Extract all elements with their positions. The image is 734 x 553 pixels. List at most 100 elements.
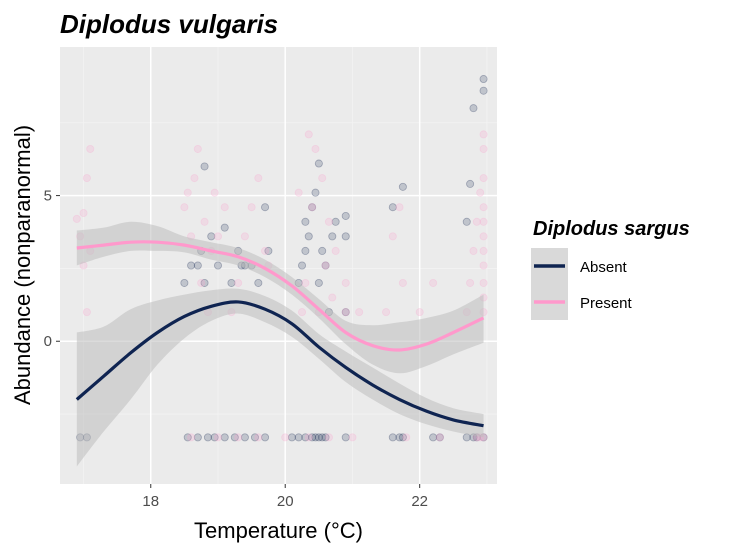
data-point-absent [466,179,475,188]
data-point-present [341,278,350,287]
data-point-absent [308,203,317,212]
data-point-present [190,174,199,183]
chart-title: Diplodus vulgaris [60,9,278,39]
data-point-absent [479,86,488,95]
legend-title: Diplodus sargus [533,218,690,240]
data-point-present [180,203,189,212]
data-point-present [479,217,488,226]
data-point-present [479,278,488,287]
data-point-absent [301,246,310,255]
data-point-absent [254,278,263,287]
data-point-absent [435,433,444,442]
data-point-present [395,203,404,212]
data-point-absent [398,182,407,191]
data-point-present [398,278,407,287]
data-point-present [82,174,91,183]
data-point-present [234,278,243,287]
data-point-present [328,293,337,302]
y-axis-title: Abundance (nonparanormal) [10,125,35,405]
data-point-present [254,174,263,183]
data-point-absent [287,433,296,442]
data-point-present [200,217,209,226]
data-point-absent [240,433,249,442]
data-point-absent [207,232,216,241]
data-point-present [183,188,192,197]
data-point-absent [318,246,327,255]
data-point-absent [311,188,320,197]
data-point-present [311,144,320,153]
data-point-absent [203,433,212,442]
data-point-present [469,246,478,255]
data-point-absent [321,261,330,270]
data-point-present [415,308,424,317]
data-point-absent [301,217,310,226]
data-point-absent [213,261,222,270]
data-point-present [254,433,263,442]
y-axis-ticks: 05 [44,188,60,350]
data-point-absent [398,433,407,442]
y-tick-label: 0 [44,333,52,350]
data-point-present [213,433,222,442]
data-point-present [479,246,488,255]
data-point-absent [311,433,320,442]
data-point-present [82,308,91,317]
data-point-present [479,174,488,183]
data-point-present [193,144,202,153]
data-point-absent [429,433,438,442]
data-point-present [213,232,222,241]
data-point-absent [314,278,323,287]
data-point-present [79,209,88,218]
data-point-present [247,203,256,212]
data-point-absent [388,433,397,442]
data-point-absent [314,433,323,442]
data-point-present [298,308,307,317]
data-point-present [479,261,488,270]
fit-lines [75,240,485,428]
data-point-present [479,232,488,241]
data-point-present [240,232,249,241]
data-point-present [341,308,350,317]
data-point-present [197,278,206,287]
data-point-absent [200,278,209,287]
data-point-absent [341,211,350,220]
data-point-absent [462,217,471,226]
legend-label-present: Present [580,295,633,312]
data-point-present [479,130,488,139]
data-point-absent [230,433,239,442]
data-point-absent [298,261,307,270]
x-tick-label: 18 [142,493,159,510]
data-point-present [234,433,243,442]
data-point-present [429,278,438,287]
data-point-present [261,246,270,255]
data-point-absent [210,433,219,442]
data-point-present [331,246,340,255]
legend-entry-present: Present [531,284,633,320]
data-point-present [220,203,229,212]
data-point-absent [395,433,404,442]
data-point-present [435,433,444,442]
x-tick-label: 22 [411,493,428,510]
legend-entry-absent: Absent [531,248,628,284]
data-point-present [210,188,219,197]
legend: Diplodus sargus Absent Present [531,218,690,320]
data-point-present [86,144,95,153]
data-point-present [324,217,333,226]
data-point-present [388,232,397,241]
data-point-absent [328,232,337,241]
data-point-absent [220,433,229,442]
data-point-present [304,433,313,442]
data-point-absent [469,104,478,113]
data-point-present [382,308,391,317]
data-point-present [318,174,327,183]
data-point-present [281,433,290,442]
data-point-present [402,433,411,442]
legend-label-absent: Absent [580,259,628,276]
data-point-absent [261,203,270,212]
data-point-present [324,433,333,442]
data-point-absent [341,232,350,241]
data-point-absent [314,159,323,168]
data-point-present [301,278,310,287]
data-point-present [72,214,81,223]
data-point-present [348,433,357,442]
